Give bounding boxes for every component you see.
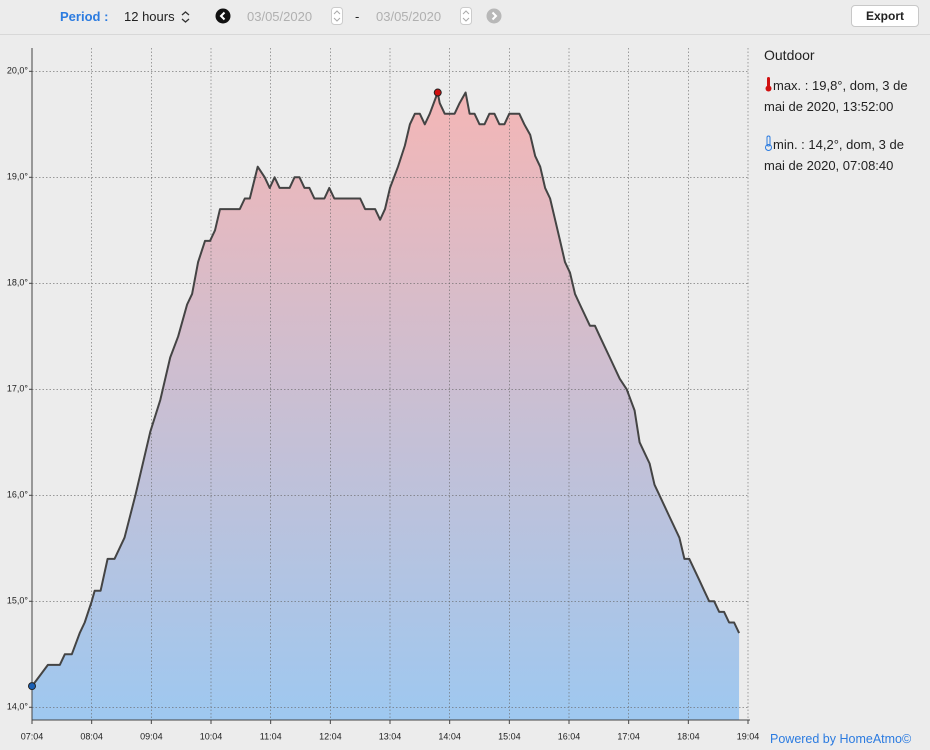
- thermometer-icon: [765, 77, 772, 92]
- x-tick-label: 14:04: [438, 731, 461, 741]
- legend-max: max. : 19,8°, dom, 3 de mai de 2020, 13:…: [764, 75, 922, 117]
- period-label: Period :: [60, 9, 109, 24]
- x-tick-label: 15:04: [498, 731, 521, 741]
- toolbar: Period : 12 hours 03/05/2020 - 03/05/202…: [0, 0, 930, 35]
- legend-min-text: min. : 14,2°, dom, 3 de mai de 2020, 07:…: [764, 137, 904, 173]
- date-stepper[interactable]: [460, 7, 472, 25]
- next-button[interactable]: [486, 8, 502, 24]
- legend-min: min. : 14,2°, dom, 3 de mai de 2020, 07:…: [764, 134, 922, 176]
- legend-max-text: max. : 19,8°, dom, 3 de mai de 2020, 13:…: [764, 78, 908, 114]
- y-tick-label: 16,0°: [7, 490, 29, 500]
- x-tick-label: 09:04: [140, 731, 163, 741]
- date-stepper[interactable]: [331, 7, 343, 25]
- y-tick-label: 18,0°: [7, 278, 29, 288]
- footer: Powered by HomeAtmo©: [770, 732, 912, 746]
- date-to[interactable]: 03/05/2020: [376, 9, 442, 24]
- x-tick-label: 07:04: [21, 731, 44, 741]
- x-tick-label: 17:04: [617, 731, 640, 741]
- thermometer-icon: [765, 135, 772, 151]
- x-tick-label: 11:04: [260, 731, 282, 741]
- y-tick-label: 19,0°: [7, 172, 29, 182]
- x-tick-label: 19:04: [737, 731, 760, 741]
- y-tick-label: 15,0°: [7, 596, 29, 606]
- date-from[interactable]: 03/05/2020: [247, 9, 313, 24]
- area-fill: [32, 92, 740, 720]
- x-tick-label: 08:04: [80, 731, 103, 741]
- y-tick-label: 14,0°: [7, 702, 29, 712]
- date-separator: -: [355, 9, 360, 24]
- x-tick-label: 13:04: [379, 731, 402, 741]
- y-tick-label: 20,0°: [7, 66, 29, 76]
- prev-button[interactable]: [215, 8, 231, 24]
- x-tick-label: 16:04: [558, 731, 581, 741]
- max-marker: [433, 88, 442, 97]
- x-tick-label: 18:04: [677, 731, 700, 741]
- x-tick-label: 12:04: [319, 731, 342, 741]
- y-tick-label: 17,0°: [7, 384, 29, 394]
- min-marker: [28, 682, 36, 691]
- period-select[interactable]: 12 hours: [124, 9, 175, 24]
- legend-title: Outdoor: [764, 47, 815, 63]
- temperature-line: [31, 91, 741, 687]
- select-arrows: [181, 11, 190, 23]
- export-button[interactable]: Export: [851, 5, 919, 27]
- chart: 14,0° 15,0° 16,0° 17,0° 18,0° 19,0° 20,0° 07:04…: [7, 48, 760, 741]
- x-tick-label: 10:04: [200, 731, 223, 741]
